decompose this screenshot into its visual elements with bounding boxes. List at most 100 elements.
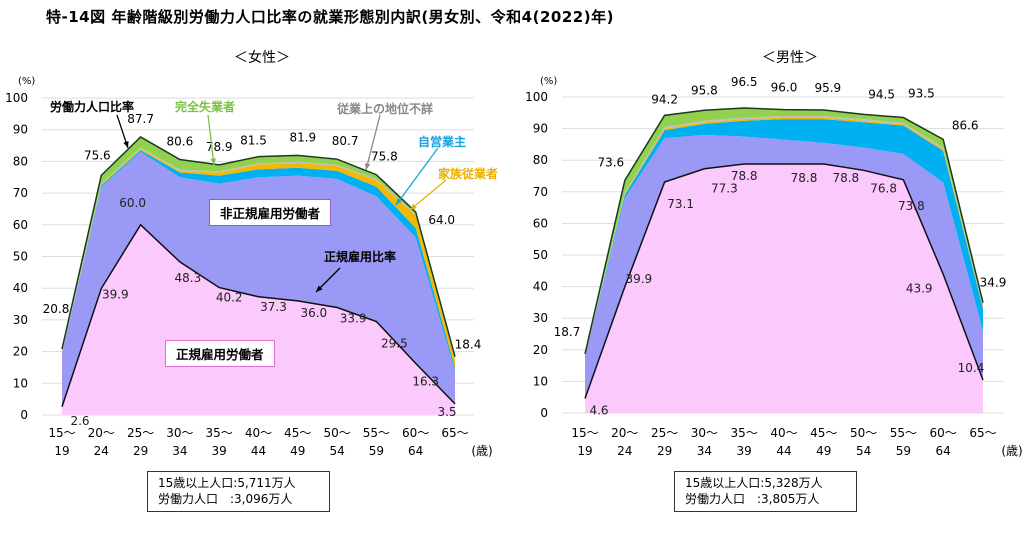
female-x-tick-label: 15～ <box>48 426 75 440</box>
annotation-arrowhead <box>410 203 417 210</box>
female-x-tick-label: 44 <box>251 444 266 458</box>
male-x-tick-label: 49 <box>816 444 831 458</box>
male-labor-force-label: 96.0 <box>771 81 798 95</box>
female-labor-force-label: 75.8 <box>371 150 398 164</box>
female-y-tick-label: 30 <box>13 313 28 327</box>
male-y-tick-label: 40 <box>533 280 548 294</box>
female-labor-force-label: 81.9 <box>289 130 316 144</box>
female-labor-force-label: 80.6 <box>167 134 194 148</box>
male-x-tick-label: 44 <box>776 444 791 458</box>
male-regular-ratio-label: 10.4 <box>958 361 985 375</box>
female-labor-force-label: 81.5 <box>240 134 267 148</box>
female-x-tick-label: 20～ <box>88 426 115 440</box>
male-x-tick-label: 39 <box>737 444 752 458</box>
annotation-arrow <box>409 179 447 211</box>
male-labor-force-label: 94.5 <box>868 87 895 101</box>
female-labor-force-label: 75.6 <box>84 148 111 162</box>
female-labor-force-label: 64.0 <box>428 213 455 227</box>
male-y-tick-label: 30 <box>533 311 548 325</box>
male-y-tick-label: 10 <box>533 374 548 388</box>
female-x-tick-label: 25～ <box>127 426 154 440</box>
female-labor-force-label: 20.8 <box>43 302 70 316</box>
male-labor-force-label: 96.5 <box>731 75 758 89</box>
female-regular-ratio-label: 2.6 <box>70 414 89 428</box>
male-y-tick-label: 70 <box>533 185 548 199</box>
annotation-nonregular: 非正規雇用労働者 <box>209 199 332 226</box>
female-labor-force-label: 87.7 <box>127 112 154 126</box>
male-regular-ratio-label: 4.6 <box>589 403 608 417</box>
annotation-arrowhead <box>364 163 371 170</box>
male-x-tick-label: 15～ <box>571 426 598 440</box>
male-x-tick-label: 40～ <box>770 426 797 440</box>
female-population-15plus: 15歳以上人口:5,711万人 <box>158 476 296 490</box>
male-population-15plus: 15歳以上人口:5,328万人 <box>685 476 823 490</box>
male-x-tick-label: 25～ <box>651 426 678 440</box>
female-regular-ratio-label: 48.3 <box>175 271 202 285</box>
female-x-tick-label: 49 <box>290 444 305 458</box>
male-area-regular <box>585 163 983 413</box>
male-regular-ratio-label: 73.8 <box>898 199 925 213</box>
male-labor-force-label: 73.6 <box>597 155 624 169</box>
male-labor-force-label: 18.7 <box>554 325 581 339</box>
female-y-tick-label: 90 <box>13 123 28 137</box>
female-x-tick-label: 24 <box>94 444 109 458</box>
female-regular-ratio-label: 16.3 <box>412 374 439 388</box>
female-regular-ratio-label: 39.9 <box>102 288 129 302</box>
annotation-arrowhead <box>316 285 323 292</box>
annotation-arrow <box>395 147 439 206</box>
male-y-tick-label: 100 <box>525 90 548 104</box>
female-x-tick-label: 64 <box>408 444 423 458</box>
female-x-tick-label: 54 <box>329 444 344 458</box>
figure-title: 特-14図 年齢階級別労働力人口比率の就業形態別内訳(男女別、令和4(2022)… <box>46 8 614 26</box>
female-y-tick-label: 50 <box>13 250 28 264</box>
male-y-tick-label: 20 <box>533 343 548 357</box>
female-y-tick-label: 100 <box>5 91 28 105</box>
male-population-box: 15歳以上人口:5,328万人 労働力人口 :3,805万人 <box>674 471 857 512</box>
male-x-tick-label: 29 <box>657 444 672 458</box>
male-regular-ratio-label: 77.3 <box>711 182 738 196</box>
male-x-tick-label: 50～ <box>850 426 877 440</box>
female-area-regular <box>62 224 455 415</box>
female-regular-ratio-label: 29.5 <box>381 336 408 350</box>
female-x-tick-label: 35～ <box>206 426 233 440</box>
female-regular-ratio-label: 3.5 <box>437 405 456 419</box>
male-regular-ratio-label: 78.8 <box>731 169 758 183</box>
male-y-unit: (%) <box>540 76 557 87</box>
annotation-unemployed: 完全失業者 <box>175 100 236 114</box>
male-x-tick-label: 60～ <box>930 426 957 440</box>
female-labor-force-label: 18.4 <box>455 338 482 352</box>
female-panel-title: ＜女性＞ <box>234 49 290 66</box>
female-regular-ratio-label: 37.3 <box>260 300 287 314</box>
male-regular-ratio-label: 76.8 <box>870 181 897 195</box>
female-y-tick-label: 80 <box>13 154 28 168</box>
female-x-tick-label: 29 <box>133 444 148 458</box>
female-regular-ratio-label: 33.9 <box>340 312 367 326</box>
female-regular-ratio-label: 36.0 <box>300 306 327 320</box>
male-labor-force-label: 94.2 <box>651 92 678 106</box>
male-regular-ratio-label: 39.9 <box>625 272 652 286</box>
male-regular-ratio-label: 43.9 <box>906 281 933 295</box>
female-x-tick-label: 30～ <box>166 426 193 440</box>
annotation-arrowhead <box>123 141 129 148</box>
male-labor-force-label: 34.9 <box>980 276 1007 290</box>
male-y-tick-label: 50 <box>533 248 548 262</box>
male-x-tick-label: 19 <box>577 444 592 458</box>
male-y-tick-label: 60 <box>533 216 548 230</box>
female-x-tick-label: 40～ <box>245 426 272 440</box>
male-labor-force-label: 86.6 <box>952 118 979 132</box>
female-x-tick-label: 39 <box>212 444 227 458</box>
female-y-tick-label: 40 <box>13 281 28 295</box>
female-line-labor-force-ratio <box>61 136 456 357</box>
female-regular-ratio-label: 40.2 <box>216 291 243 305</box>
annotation-family-worker: 家族従業者 <box>438 167 499 181</box>
male-regular-ratio-label: 73.1 <box>667 197 694 211</box>
annotation-labor-force-ratio: 労働力人口比率 <box>50 100 135 114</box>
female-x-tick-label: 19 <box>54 444 69 458</box>
male-x-tick-label: 24 <box>617 444 632 458</box>
female-x-tick-label: 34 <box>172 444 187 458</box>
female-x-unit: (歳) <box>471 444 492 458</box>
annotation-arrowhead <box>210 158 216 165</box>
male-x-tick-label: 64 <box>936 444 951 458</box>
female-labor-force-label: 78.9 <box>206 140 233 154</box>
